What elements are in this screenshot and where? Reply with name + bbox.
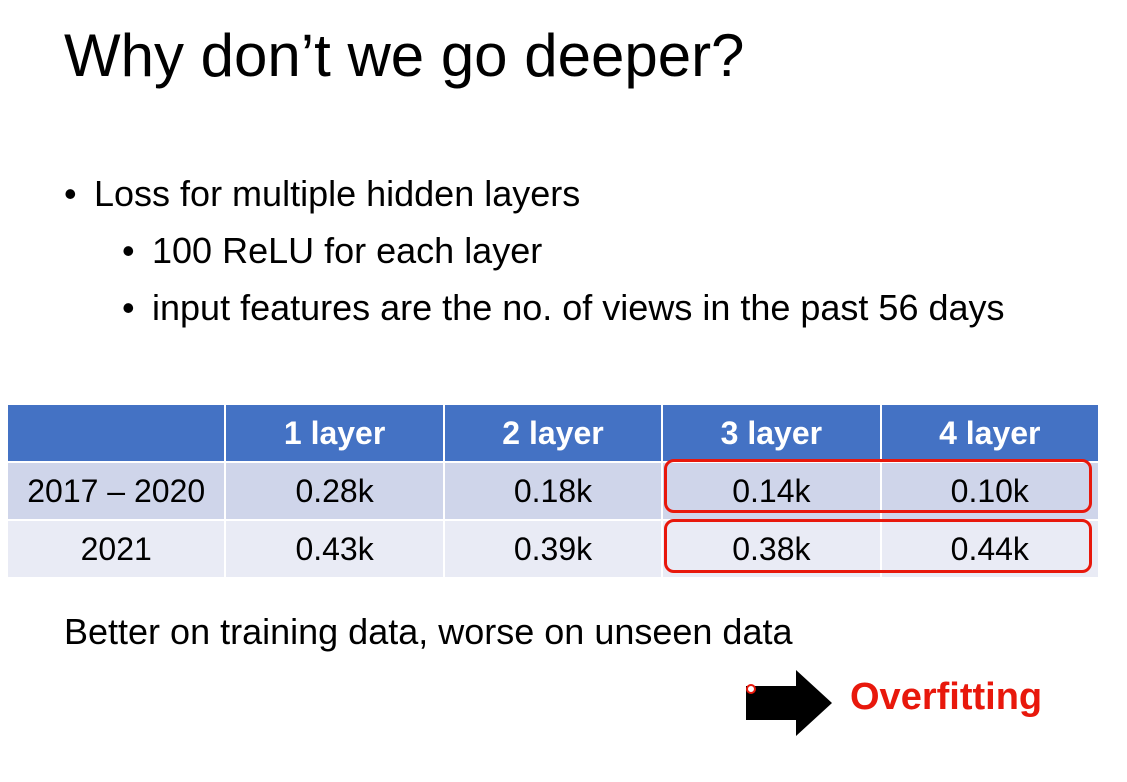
- table-cell: 0.28k: [224, 461, 445, 521]
- sub-bullet-item: • 100 ReLU for each layer: [64, 229, 1104, 272]
- bullet-item: • Loss for multiple hidden layers: [64, 172, 1104, 215]
- table-cell: 2017 – 2020: [5, 461, 227, 521]
- table-cell: 0.18k: [442, 461, 664, 521]
- sub-bullet-text: input features are the no. of views in t…: [152, 287, 1005, 329]
- sub-bullet-text: 100 ReLU for each layer: [152, 230, 543, 272]
- table-header-cell: 2 layer: [442, 403, 664, 463]
- table-header-cell: [5, 403, 227, 463]
- table-cell: 0.38k: [661, 519, 882, 579]
- table-row: 2021 0.43k 0.39k 0.38k 0.44k: [5, 519, 1101, 579]
- table-cell: 0.43k: [224, 519, 445, 579]
- conclusion-text: Better on training data, worse on unseen…: [64, 611, 793, 652]
- table-cell: 0.39k: [442, 519, 664, 579]
- laser-pointer-icon: [746, 684, 756, 694]
- table-header-cell: 3 layer: [661, 403, 882, 463]
- highlight-box-row2: [664, 519, 1092, 573]
- sub-bullet-item: • input features are the no. of views in…: [64, 286, 1104, 329]
- right-arrow-icon: [746, 670, 832, 736]
- table-header-cell: 4 layer: [879, 403, 1101, 463]
- slide-title: Why don’t we go deeper?: [64, 22, 745, 89]
- bullet-list: • Loss for multiple hidden layers • 100 …: [64, 172, 1104, 344]
- loss-table: 1 layer 2 layer 3 layer 4 layer 2017 – 2…: [5, 403, 1101, 579]
- table-cell: 0.44k: [879, 519, 1101, 579]
- bullet-dot-icon: •: [122, 287, 135, 329]
- table-cell: 2021: [5, 519, 227, 579]
- bullet-dot-icon: •: [64, 173, 77, 214]
- table-header-row: 1 layer 2 layer 3 layer 4 layer: [5, 403, 1101, 463]
- table-header-cell: 1 layer: [224, 403, 445, 463]
- bullet-dot-icon: •: [122, 230, 135, 272]
- loss-table-wrapper: 1 layer 2 layer 3 layer 4 layer 2017 – 2…: [5, 403, 1101, 579]
- highlight-box-row1: [664, 459, 1092, 513]
- bullet-text: Loss for multiple hidden layers: [94, 173, 581, 214]
- overfitting-label: Overfitting: [850, 676, 1043, 718]
